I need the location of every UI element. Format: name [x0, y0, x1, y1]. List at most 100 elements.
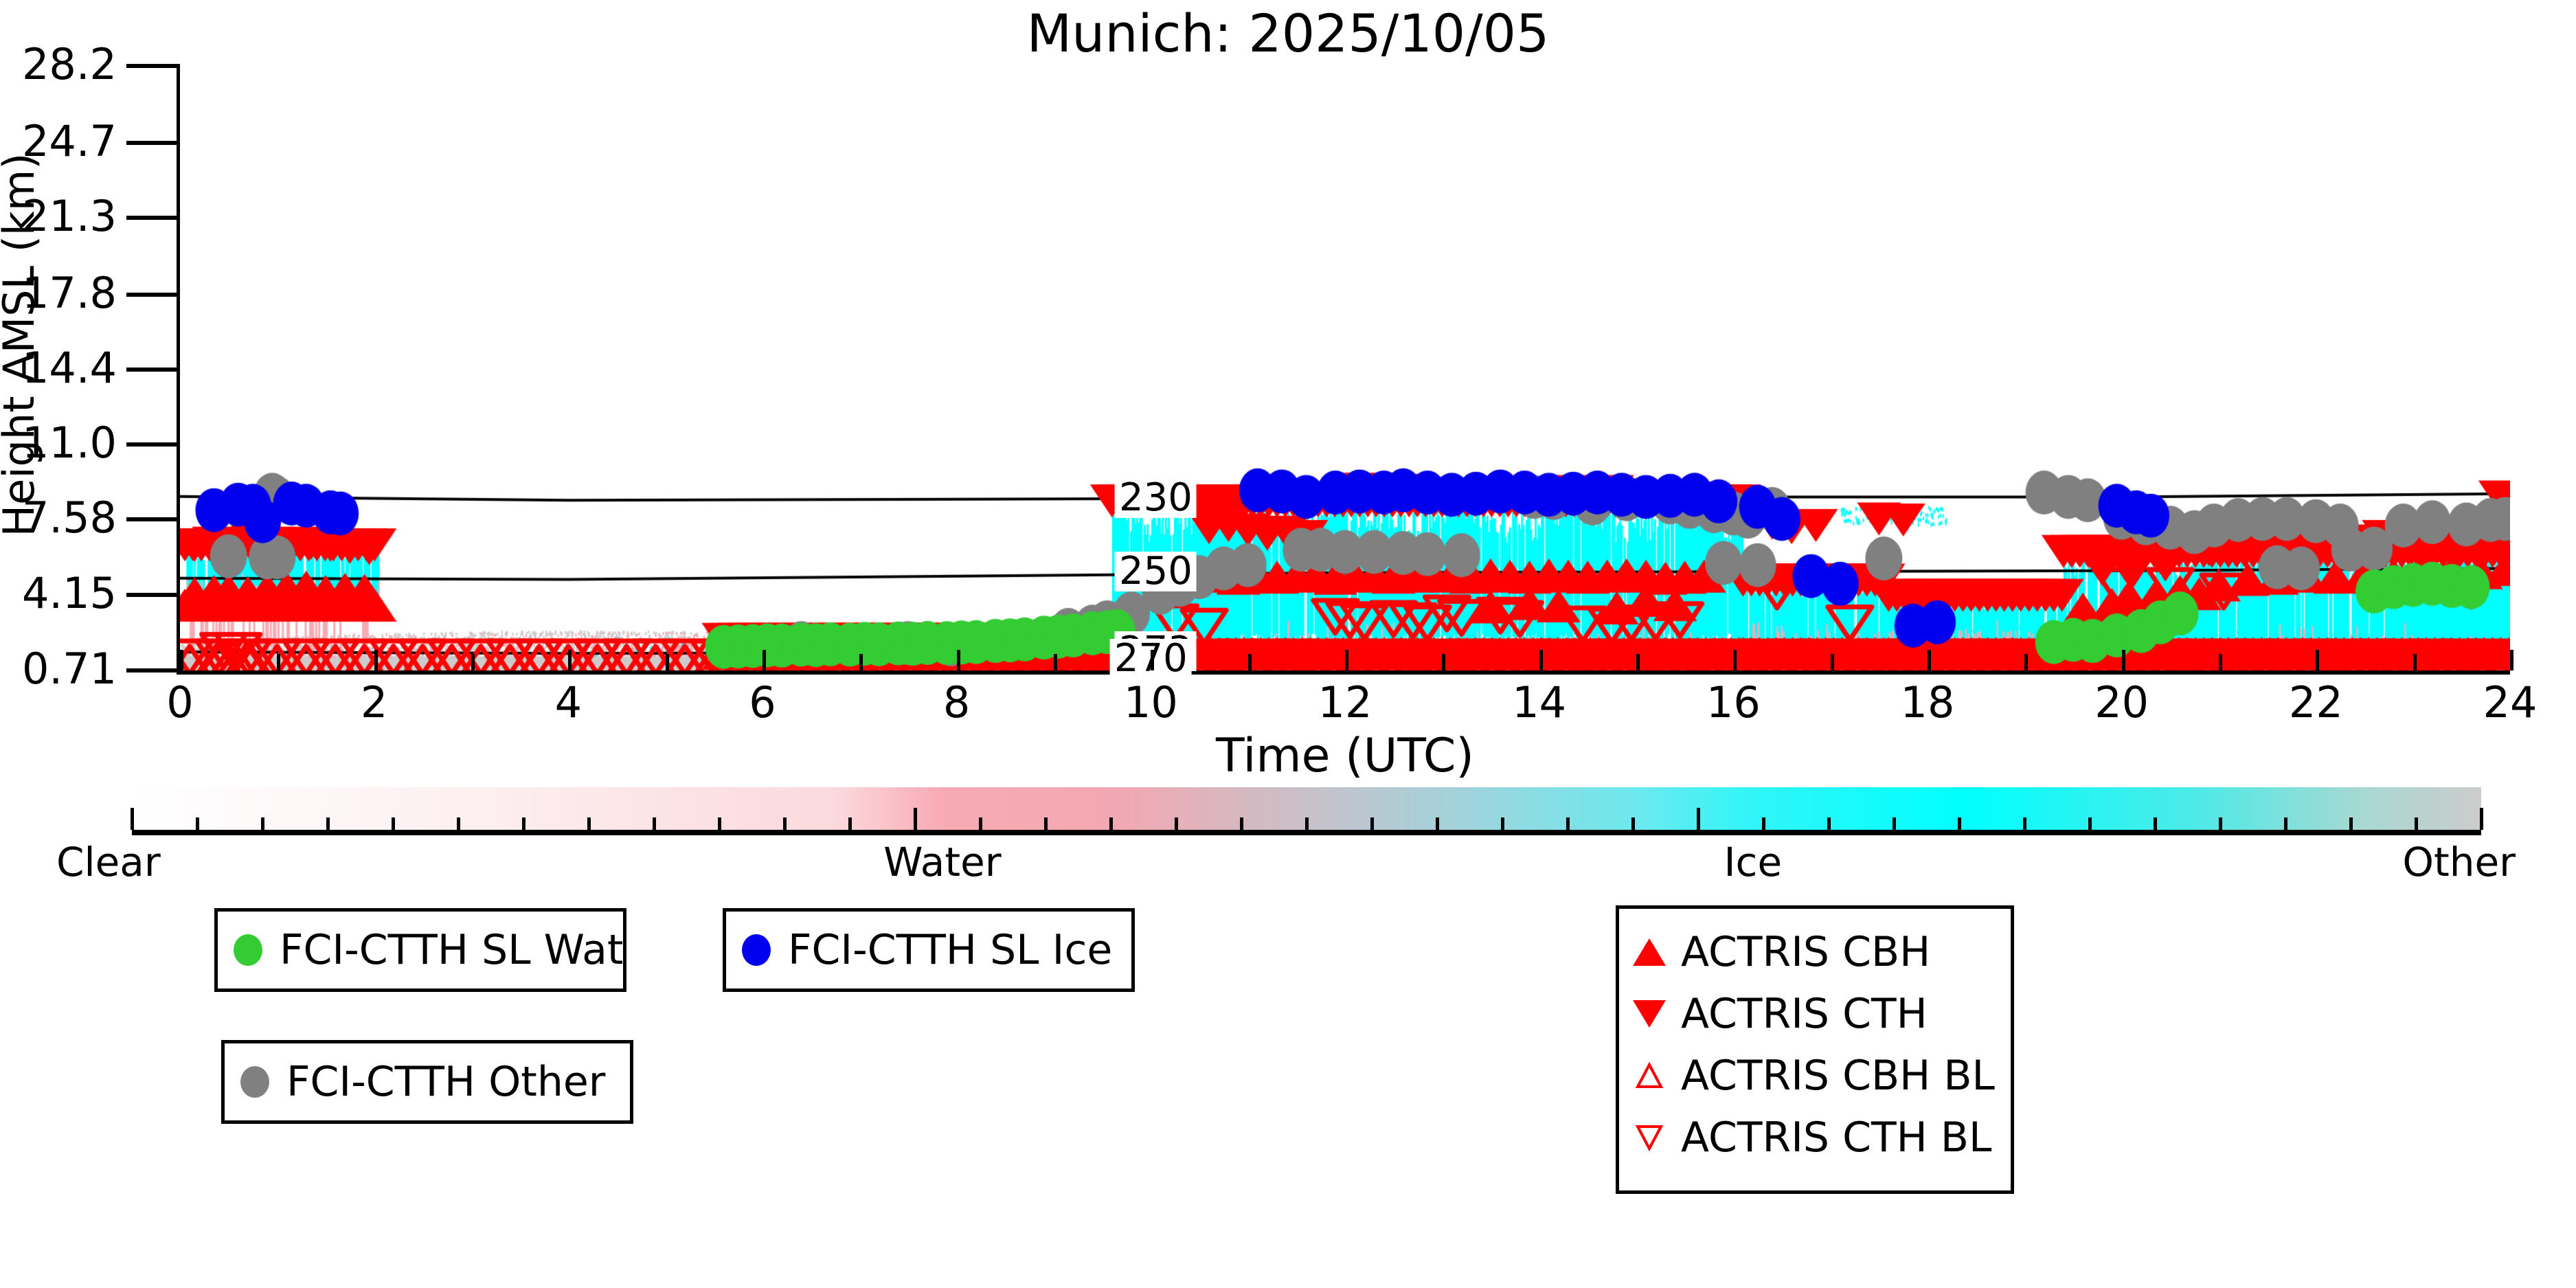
y-tick-label: 24.7: [21, 116, 117, 167]
colorbar-tick: [1566, 817, 1570, 830]
legend-label: ACTRIS CBH BL: [1681, 1052, 1995, 1100]
x-tick-label: 10: [1123, 677, 1178, 727]
x-tick-mark: [180, 650, 183, 670]
colorbar-label: Clear: [56, 839, 161, 885]
legend-fci-sl-wat[interactable]: FCI-CTTH SL Wat: [214, 908, 626, 992]
legend-fci-sl-ice[interactable]: FCI-CTTH SL Ice: [723, 908, 1135, 992]
y-tick-label: 17.8: [21, 267, 117, 318]
colorbar-tick: [1893, 817, 1896, 830]
x-tick-label: 22: [2288, 677, 2343, 727]
cloud-classification-plot: [180, 66, 2510, 670]
x-tick-mark: [568, 650, 572, 670]
legend-actris[interactable]: ACTRIS CBH ACTRIS CTH ACTRIS CBH BL ACTR…: [1616, 905, 2014, 1194]
legend-row: ACTRIS CTH: [1629, 983, 2001, 1045]
x-tick-mark: [374, 650, 378, 670]
x-tick-minor: [1442, 654, 1446, 670]
x-tick-mark: [762, 650, 766, 670]
colorbar-tick: [1436, 817, 1439, 830]
colorbar-tick: [261, 817, 264, 830]
colorbar-tick: [1109, 817, 1113, 830]
triangle-down-open-icon: [1629, 1124, 1670, 1151]
y-tick-label: 11.0: [21, 417, 117, 468]
x-tick-label: 20: [2094, 677, 2149, 727]
x-axis-label: Time (UTC): [1216, 729, 1474, 783]
colorbar-tick: [2480, 808, 2483, 830]
axis-spine-bottom: [177, 670, 2510, 675]
colorbar-tick: [2415, 817, 2418, 830]
green-circle-icon: [227, 934, 269, 966]
y-axis-ticks: 0.71 4.15 7.58 11.0 14.4 17.8 21.3 24.7 28.2: [0, 43, 180, 691]
x-tick-label: 6: [749, 677, 776, 727]
x-tick-label: 4: [554, 677, 583, 727]
colorbar-tick: [131, 808, 134, 830]
y-tick-mark: [126, 215, 180, 220]
x-tick-label: 0: [166, 677, 194, 727]
y-tick-label: 0.71: [21, 644, 117, 694]
colorbar-tick: [196, 817, 199, 830]
x-tick-minor: [277, 654, 281, 670]
x-tick-label: 16: [1706, 677, 1761, 727]
y-tick-mark: [126, 517, 180, 522]
colorbar-tick: [1175, 817, 1178, 830]
x-tick-minor: [1247, 654, 1252, 670]
x-tick-minor: [1054, 654, 1057, 670]
colorbar-tick: [392, 817, 395, 830]
x-tick-mark: [2121, 650, 2125, 670]
x-tick-minor: [471, 654, 475, 670]
triangle-up-open-icon: [1629, 1062, 1670, 1089]
colorbar-tick: [914, 808, 917, 830]
y-tick-label: 28.2: [21, 39, 117, 89]
y-tick-label: 7.58: [21, 493, 117, 543]
y-tick-label: 14.4: [21, 342, 117, 393]
plot-axes: 230250273270: [177, 66, 2510, 679]
x-tick-label: 14: [1512, 677, 1567, 727]
colorbar-tick: [1958, 817, 1961, 830]
legend-row: ACTRIS CBH BL: [1629, 1045, 2001, 1107]
x-tick-mark: [1151, 650, 1155, 670]
x-tick-label: 24: [2483, 677, 2538, 727]
colorbar-tick: [522, 817, 526, 830]
x-tick-mark: [1539, 650, 1543, 670]
x-tick-mark: [1345, 650, 1348, 670]
page-title: Munich: 2025/10/05: [1026, 3, 1550, 64]
x-axis-ticks: 0 2 4 6 8 10 12 14 16 18 20 22 24: [166, 650, 2537, 780]
legend-row: FCI-CTTH SL Ice: [726, 912, 1131, 988]
x-tick-mark: [1733, 650, 1737, 670]
blue-circle-icon: [736, 934, 777, 966]
colorbar-tick: [2023, 817, 2026, 830]
x-tick-minor: [2024, 654, 2029, 670]
colorbar-label: Water: [883, 839, 1002, 885]
x-tick-mark: [1928, 650, 1931, 670]
x-tick-label: 8: [942, 677, 971, 727]
triangle-up-icon: [1629, 938, 1670, 966]
y-axis-label: Height AMSL (km): [0, 152, 44, 537]
legend-row: FCI-CTTH SL Wat: [218, 912, 623, 988]
legend-label: FCI-CTTH SL Ice: [788, 926, 1113, 974]
colorbar-tick: [1631, 817, 1635, 830]
y-tick-mark: [126, 592, 180, 597]
x-tick-label: 18: [1900, 677, 1955, 727]
colorbar-tick: [1240, 817, 1243, 830]
x-tick-label: 2: [360, 677, 388, 727]
colorbar-label: Ice: [1724, 839, 1783, 885]
colorbar-tick: [718, 817, 721, 830]
colorbar-tick: [1501, 817, 1504, 830]
legend-label: ACTRIS CTH BL: [1681, 1114, 1992, 1162]
x-tick-minor: [2413, 654, 2417, 670]
x-tick-minor: [859, 654, 863, 670]
colorbar-tick: [2284, 817, 2287, 830]
y-tick-label: 21.3: [21, 190, 117, 241]
colorbar-tick: [848, 817, 852, 830]
colorbar-tick: [587, 817, 591, 830]
y-tick-mark: [126, 292, 180, 297]
x-tick-mark: [956, 650, 960, 670]
legend-label: FCI-CTTH Other: [286, 1058, 606, 1106]
triangle-down-icon: [1629, 1000, 1670, 1028]
y-tick-mark: [126, 367, 180, 372]
legend-label: FCI-CTTH SL Wat: [280, 926, 624, 974]
legend-row: FCI-CTTH Other: [225, 1043, 630, 1120]
colorbar-tick: [1305, 817, 1309, 830]
colorbar-tick: [2088, 817, 2092, 830]
legend-fci-other[interactable]: FCI-CTTH Other: [221, 1040, 633, 1124]
legend-label: ACTRIS CTH: [1681, 990, 1928, 1038]
